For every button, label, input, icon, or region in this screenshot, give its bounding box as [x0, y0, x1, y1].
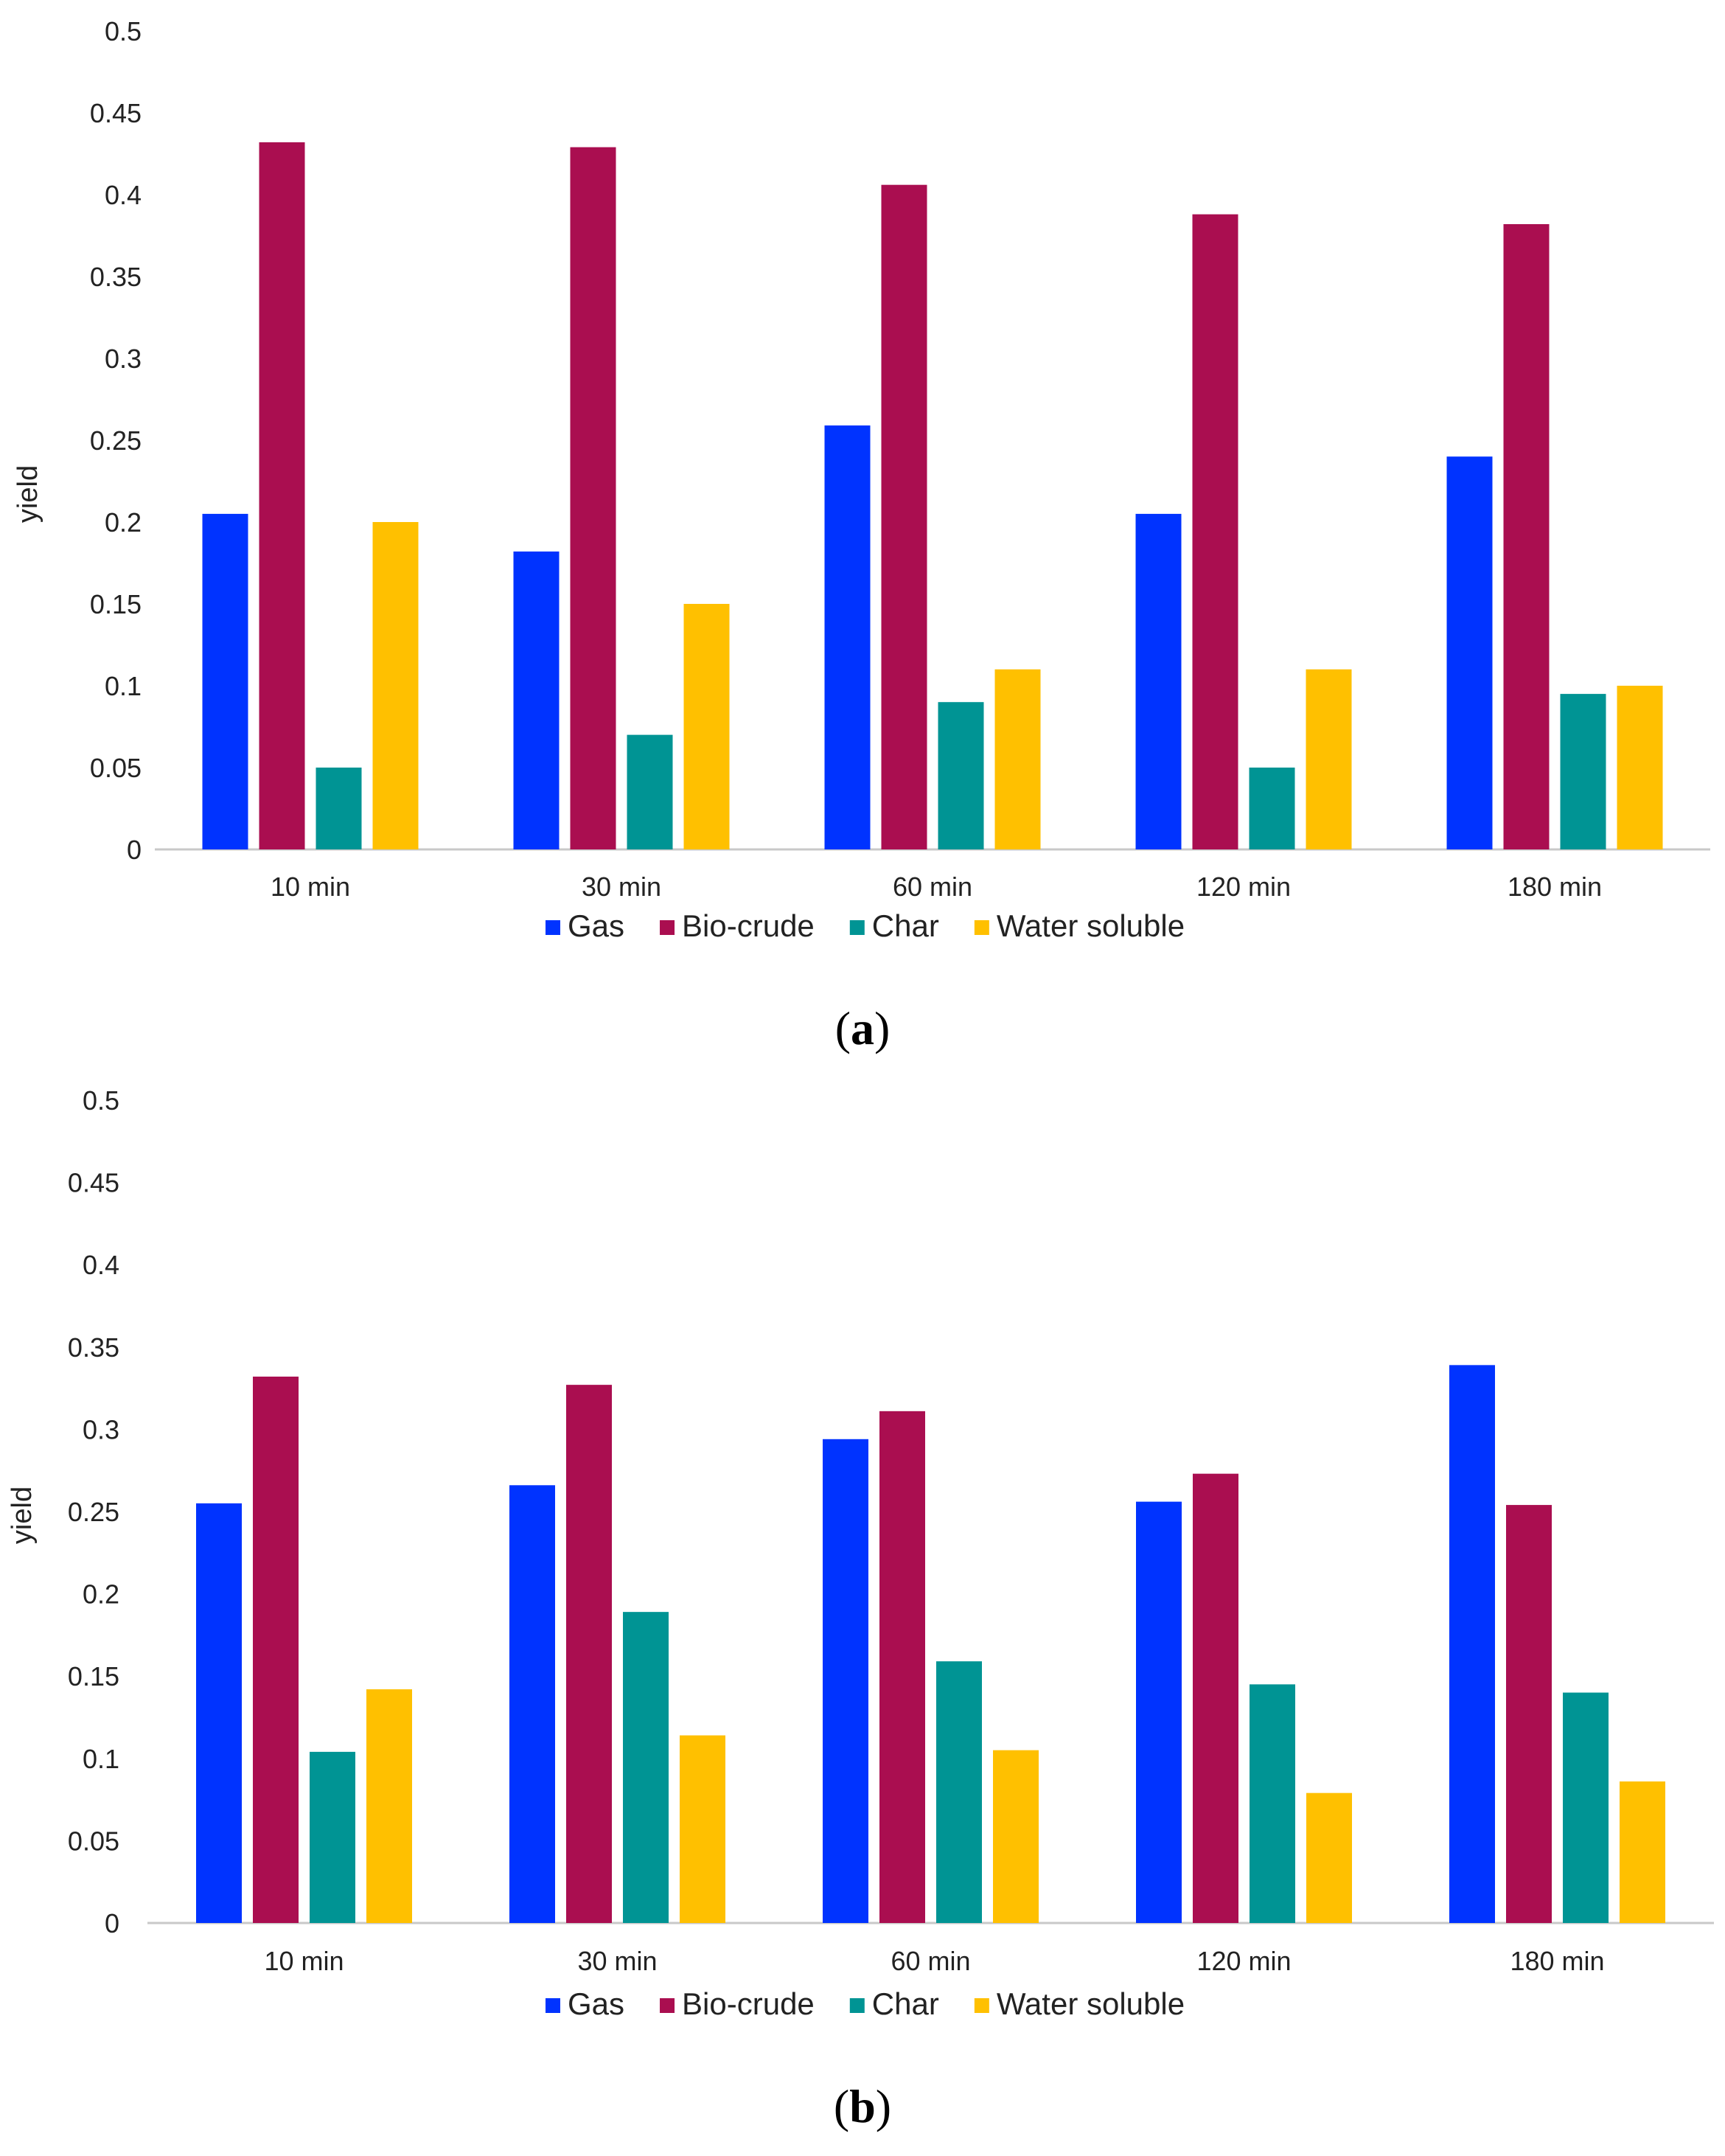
bar-char	[1250, 1684, 1295, 1923]
y-tick-label: 0.2	[105, 507, 142, 538]
legend-swatch	[546, 920, 560, 935]
bar-char	[1563, 1692, 1609, 1923]
y-tick-label: 0.4	[105, 180, 142, 210]
y-tick-label: 0.1	[105, 671, 142, 701]
x-category-label: 30 min	[577, 1946, 657, 1976]
bar-water-soluble	[1617, 686, 1663, 849]
y-tick-label: 0.3	[83, 1414, 119, 1444]
legend-swatch	[660, 920, 675, 935]
x-category-label: 120 min	[1196, 1946, 1291, 1976]
bar-bio-crude	[879, 1411, 925, 1923]
y-tick-label: 0.3	[105, 344, 142, 374]
x-category-label: 60 min	[893, 872, 972, 902]
y-tick-label: 0.4	[83, 1250, 119, 1280]
y-axis-label: yield	[13, 465, 43, 523]
bar-gas	[824, 425, 871, 849]
bar-bio-crude	[259, 142, 305, 849]
bar-gas	[196, 1503, 242, 1923]
legend-swatch	[660, 1998, 675, 2013]
bar-char	[1249, 768, 1295, 849]
legend-label: Char	[872, 1986, 939, 2021]
bar-char	[936, 1661, 982, 1923]
bar-bio-crude	[1503, 223, 1550, 850]
y-tick-label: 0.05	[90, 753, 142, 783]
y-tick-label: 0.35	[90, 262, 142, 292]
y-tick-label: 0.5	[105, 16, 142, 46]
chart-a-svg: 0 0.05 0.1 0.15 0.2 0.25 0.3 0.35 0.4 0.45 0.5 yiel…	[13, 16, 1710, 943]
y-tick-label: 0	[105, 1908, 119, 1938]
y-tick-label: 0.2	[83, 1579, 119, 1610]
y-tick-label: 0.25	[68, 1497, 119, 1527]
chart-panel-b: 0 0.05 0.1 0.15 0.2 0.25 0.3 0.35 0.4 0.45 0.5 yiel…	[0, 1077, 1725, 2156]
bar-char	[938, 702, 984, 849]
bar-gas	[509, 1485, 555, 1923]
legend-label: Water soluble	[997, 1986, 1185, 2021]
bar-water-soluble	[1620, 1781, 1665, 1923]
bar-water-soluble	[993, 1750, 1039, 1923]
bar-bio-crude	[881, 184, 927, 849]
bar-gas	[1136, 1501, 1182, 1923]
legend-label: Char	[872, 908, 939, 943]
legend-swatch	[974, 1998, 989, 2013]
y-tick-label: 0.1	[83, 1744, 119, 1774]
legend-label: Gas	[568, 1986, 624, 2021]
legend-swatch	[546, 1998, 560, 2013]
caption-a-letter: a	[851, 1002, 874, 1054]
bar-water-soluble	[994, 669, 1041, 849]
bar-char	[1560, 694, 1606, 849]
x-category-label: 10 min	[264, 1946, 344, 1976]
bar-gas	[1135, 513, 1182, 849]
bar-bio-crude	[570, 147, 616, 849]
y-tick-label: 0.5	[83, 1085, 119, 1116]
bar-bio-crude	[1192, 214, 1238, 849]
bar-bio-crude	[566, 1385, 612, 1923]
chart-b-svg: 0 0.05 0.1 0.15 0.2 0.25 0.3 0.35 0.4 0.45 0.5 yiel…	[7, 1085, 1714, 2021]
bar-water-soluble	[366, 1689, 412, 1923]
y-axis-label: yield	[7, 1486, 38, 1544]
caption-a: (a)	[834, 1002, 891, 1054]
y-tick-label: 0.35	[68, 1332, 119, 1363]
legend-swatch	[849, 1998, 865, 2013]
caption-b-letter: b	[849, 2080, 876, 2132]
legend-label: Gas	[568, 908, 624, 943]
bar-bio-crude	[1506, 1505, 1552, 1923]
bar-water-soluble	[1306, 1792, 1352, 1923]
x-category-label: 30 min	[582, 872, 661, 902]
bar-water-soluble	[372, 522, 419, 849]
bar-bio-crude	[1193, 1473, 1238, 1923]
bar-char	[316, 768, 362, 849]
bar-water-soluble	[1306, 669, 1352, 849]
chart-panel-a: 0 0.05 0.1 0.15 0.2 0.25 0.3 0.35 0.4 0.45 0.5 yiel…	[0, 0, 1725, 1077]
legend-label: Water soluble	[997, 908, 1185, 943]
x-category-label: 60 min	[891, 1946, 970, 1976]
y-tick-label: 0.15	[68, 1661, 119, 1691]
y-tick-label: 0.45	[68, 1168, 119, 1198]
bar-water-soluble	[680, 1735, 725, 1923]
x-category-label: 10 min	[271, 872, 350, 902]
bar-gas	[513, 551, 560, 849]
bar-char	[623, 1612, 669, 1923]
bar-char	[627, 734, 673, 849]
y-tick-label: 0.05	[68, 1826, 119, 1856]
caption-b: (b)	[833, 2080, 892, 2132]
y-tick-label: 0.25	[90, 425, 142, 456]
legend-label: Bio-crude	[682, 1986, 815, 2021]
bar-gas	[1446, 456, 1493, 849]
legend-swatch	[974, 920, 989, 935]
y-tick-label: 0.45	[90, 98, 142, 128]
x-category-label: 120 min	[1196, 872, 1291, 902]
bar-bio-crude	[253, 1376, 299, 1923]
y-tick-label: 0	[127, 835, 142, 865]
y-tick-label: 0.15	[90, 589, 142, 619]
bar-gas	[823, 1439, 868, 1923]
x-category-label: 180 min	[1508, 872, 1602, 902]
legend-label: Bio-crude	[682, 908, 815, 943]
bar-gas	[202, 513, 248, 849]
bar-char	[310, 1751, 355, 1923]
bar-water-soluble	[683, 604, 730, 849]
legend-swatch	[849, 920, 865, 935]
bar-gas	[1449, 1365, 1495, 1923]
x-category-label: 180 min	[1510, 1946, 1604, 1976]
